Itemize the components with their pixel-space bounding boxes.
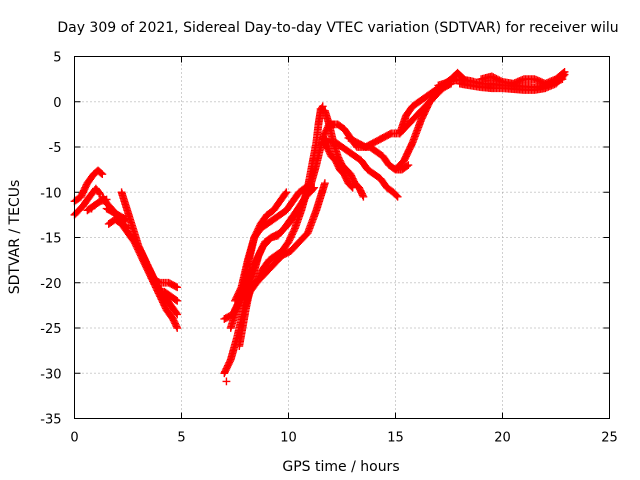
data-point bbox=[359, 192, 368, 201]
data-point bbox=[348, 183, 357, 192]
y-axis-label: SDTVAR / TECUs bbox=[7, 180, 23, 295]
data-point bbox=[173, 310, 182, 319]
data-point bbox=[160, 296, 169, 305]
data-point bbox=[95, 188, 104, 197]
data-point bbox=[94, 198, 103, 207]
x-tick-label: 20 bbox=[494, 431, 511, 446]
data-point bbox=[347, 182, 356, 191]
data-point bbox=[281, 189, 290, 198]
data-point bbox=[154, 278, 163, 286]
data-point bbox=[559, 69, 568, 77]
data-point bbox=[320, 179, 329, 188]
y-tick-label: -20 bbox=[40, 277, 61, 292]
data-points bbox=[70, 67, 569, 386]
data-point bbox=[120, 214, 129, 223]
data-point bbox=[97, 169, 106, 178]
data-point bbox=[173, 296, 182, 305]
x-tick-label: 0 bbox=[70, 431, 78, 446]
y-tick-label: 5 bbox=[53, 51, 61, 66]
chart-title: Day 309 of 2021, Sidereal Day-to-day VTE… bbox=[57, 20, 618, 36]
series-track-s bbox=[318, 138, 357, 192]
series-track-aa bbox=[477, 67, 569, 88]
y-tick-label: 0 bbox=[53, 96, 61, 111]
y-tick-label: -25 bbox=[40, 322, 61, 337]
data-point bbox=[172, 296, 180, 304]
series-track-w bbox=[391, 79, 451, 174]
data-point bbox=[404, 161, 413, 169]
data-point bbox=[282, 188, 291, 197]
data-point bbox=[87, 204, 96, 213]
data-point bbox=[403, 162, 411, 170]
data-point bbox=[171, 282, 180, 291]
x-axis-label: GPS time / hours bbox=[282, 459, 399, 475]
data-point bbox=[172, 309, 181, 318]
data-point bbox=[560, 67, 569, 76]
series-track-n bbox=[231, 188, 291, 305]
series-track-q bbox=[241, 183, 319, 292]
x-tick-label: 10 bbox=[280, 431, 297, 446]
data-point bbox=[173, 283, 182, 292]
x-tick-label: 15 bbox=[387, 431, 404, 446]
data-point bbox=[309, 184, 318, 193]
axis-ticks: 0 5 10 15 20 25 -35 -30 -25 -20 -15 -10 -5 0 5 bbox=[40, 51, 618, 446]
data-point bbox=[323, 137, 332, 146]
data-point bbox=[392, 191, 401, 200]
y-tick-label: -15 bbox=[40, 232, 61, 247]
data-point bbox=[393, 192, 402, 201]
y-tick-label: -35 bbox=[40, 413, 61, 428]
y-tick-label: -10 bbox=[40, 186, 61, 201]
data-point bbox=[173, 324, 182, 332]
series-track-t bbox=[318, 134, 402, 201]
y-tick-label: -30 bbox=[40, 367, 61, 382]
data-point bbox=[310, 183, 319, 192]
series-track-j bbox=[147, 274, 182, 292]
data-point bbox=[385, 130, 394, 139]
series-track-e bbox=[102, 204, 130, 224]
data-point bbox=[222, 377, 231, 386]
plot-frame bbox=[74, 56, 610, 419]
x-tick-label: 25 bbox=[601, 431, 618, 446]
series-track-p bbox=[235, 120, 338, 350]
y-tick-label: -5 bbox=[49, 141, 62, 156]
series-track-a bbox=[70, 166, 107, 206]
data-point bbox=[98, 170, 107, 179]
grid-lines bbox=[74, 56, 610, 419]
series-track-k bbox=[154, 287, 182, 305]
x-tick-label: 5 bbox=[177, 431, 185, 446]
